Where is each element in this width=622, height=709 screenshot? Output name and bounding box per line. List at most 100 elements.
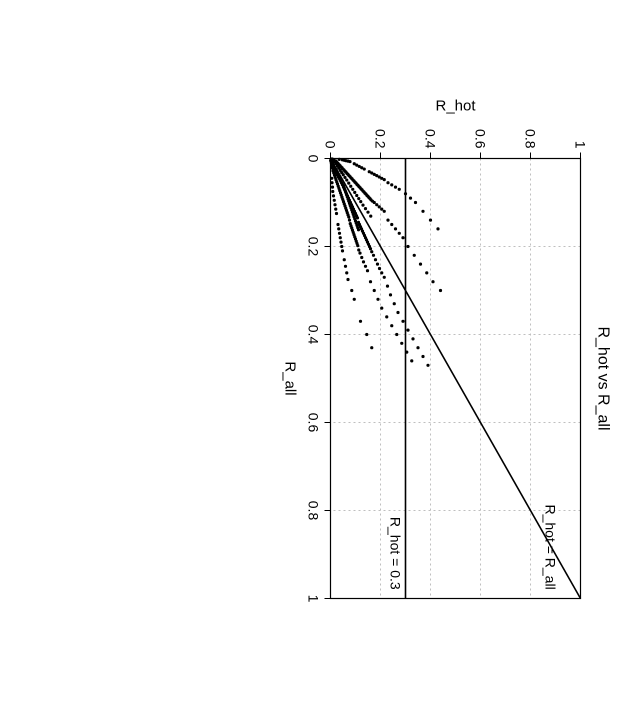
point bbox=[360, 256, 363, 259]
ytick-label: 0.4 bbox=[423, 129, 439, 149]
point bbox=[431, 280, 434, 283]
point bbox=[380, 271, 383, 274]
point bbox=[405, 351, 408, 354]
point bbox=[332, 194, 335, 197]
point bbox=[406, 245, 409, 248]
xtick-label: 1 bbox=[306, 595, 322, 603]
point bbox=[376, 298, 379, 301]
point bbox=[331, 190, 334, 193]
point bbox=[359, 320, 362, 323]
point bbox=[390, 223, 393, 226]
point bbox=[343, 176, 346, 179]
point bbox=[425, 271, 428, 274]
xtick-label: 0.8 bbox=[306, 501, 322, 521]
point bbox=[429, 219, 432, 222]
point bbox=[419, 263, 422, 266]
point bbox=[365, 333, 368, 336]
point bbox=[404, 192, 407, 195]
point bbox=[343, 258, 346, 261]
point bbox=[358, 252, 361, 255]
point bbox=[353, 191, 356, 194]
ytick-label: 0.8 bbox=[523, 129, 539, 149]
point bbox=[362, 260, 365, 263]
point bbox=[394, 227, 397, 230]
point bbox=[374, 258, 377, 261]
ytick-label: 1 bbox=[573, 141, 589, 149]
point bbox=[342, 173, 345, 176]
point bbox=[378, 267, 381, 270]
point bbox=[436, 227, 439, 230]
point bbox=[395, 333, 398, 336]
point bbox=[380, 208, 383, 211]
point bbox=[414, 201, 417, 204]
point bbox=[406, 329, 409, 332]
point bbox=[335, 212, 338, 215]
point bbox=[336, 223, 339, 226]
point bbox=[334, 208, 337, 211]
point bbox=[398, 232, 401, 235]
point bbox=[393, 302, 396, 305]
point bbox=[383, 276, 386, 279]
point bbox=[351, 188, 354, 191]
point bbox=[363, 167, 366, 170]
point bbox=[409, 197, 412, 200]
chart-title: R_hot vs R_all bbox=[595, 326, 612, 430]
point bbox=[345, 178, 348, 181]
point bbox=[416, 346, 419, 349]
point bbox=[390, 183, 393, 186]
point bbox=[389, 293, 392, 296]
point bbox=[348, 219, 351, 222]
point bbox=[373, 201, 376, 204]
point bbox=[344, 265, 347, 268]
point bbox=[413, 254, 416, 257]
point bbox=[375, 203, 378, 206]
chart-root: R_hot = R_allR_hot = 0.300.20.40.60.8100… bbox=[0, 0, 622, 709]
point bbox=[373, 289, 376, 292]
point bbox=[345, 271, 348, 274]
point bbox=[376, 263, 379, 266]
point bbox=[357, 197, 360, 200]
point bbox=[356, 244, 359, 247]
point bbox=[398, 188, 401, 191]
point bbox=[333, 199, 336, 202]
xtick-label: 0.2 bbox=[306, 237, 322, 257]
point bbox=[426, 364, 429, 367]
point bbox=[410, 359, 413, 362]
point bbox=[421, 210, 424, 213]
point bbox=[334, 160, 337, 163]
point bbox=[364, 265, 367, 268]
line-label-diagonal: R_hot = R_all bbox=[543, 504, 559, 589]
chart-svg: R_hot = R_allR_hot = 0.300.20.40.60.8100… bbox=[0, 0, 622, 709]
point bbox=[386, 181, 389, 184]
point bbox=[350, 289, 353, 292]
point bbox=[341, 249, 344, 252]
point bbox=[356, 216, 359, 219]
point bbox=[347, 215, 350, 218]
point bbox=[333, 203, 336, 206]
point bbox=[357, 228, 360, 231]
xlabel: R_all bbox=[282, 361, 299, 395]
point bbox=[348, 160, 351, 163]
point bbox=[346, 278, 349, 281]
point bbox=[401, 320, 404, 323]
point bbox=[400, 342, 403, 345]
point bbox=[359, 200, 362, 203]
point bbox=[366, 211, 369, 214]
point bbox=[386, 219, 389, 222]
point bbox=[366, 269, 369, 272]
point bbox=[353, 298, 356, 301]
point bbox=[331, 186, 334, 189]
point bbox=[383, 178, 386, 181]
point bbox=[401, 236, 404, 239]
ylabel: R_hot bbox=[435, 98, 476, 115]
point bbox=[380, 307, 383, 310]
point bbox=[411, 337, 414, 340]
ytick-label: 0.2 bbox=[373, 129, 389, 149]
point bbox=[421, 355, 424, 358]
point bbox=[386, 285, 389, 288]
point bbox=[369, 280, 372, 283]
point bbox=[347, 182, 350, 185]
point bbox=[370, 250, 373, 253]
ytick-label: 0 bbox=[323, 141, 339, 149]
ytick-label: 0.6 bbox=[473, 129, 489, 149]
